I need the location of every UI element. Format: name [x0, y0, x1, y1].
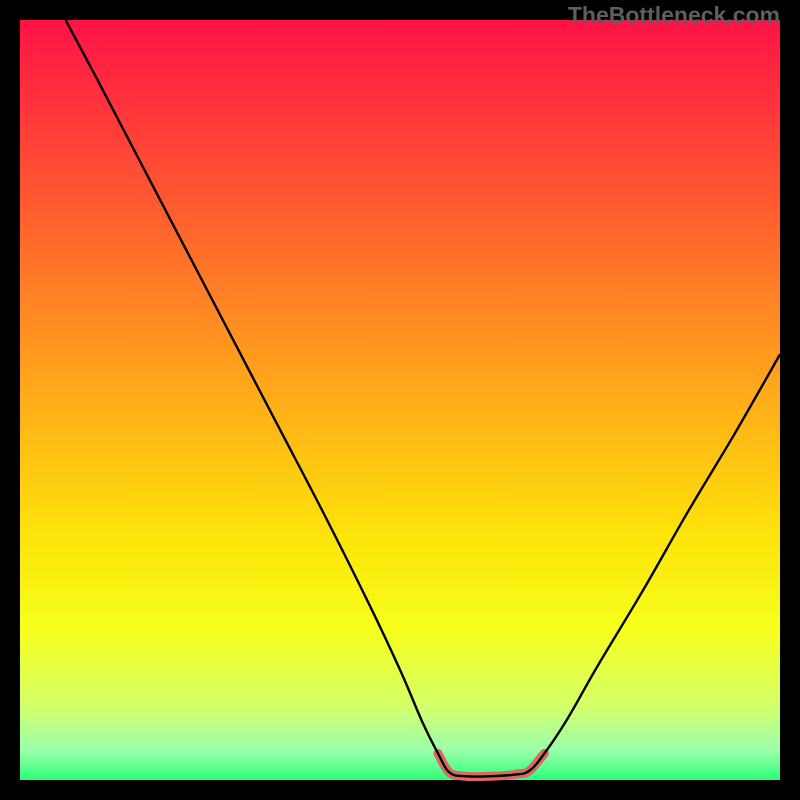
chart-container: TheBottleneck.com — [0, 0, 800, 800]
plot-area — [20, 20, 780, 780]
watermark-text: TheBottleneck.com — [568, 2, 780, 29]
